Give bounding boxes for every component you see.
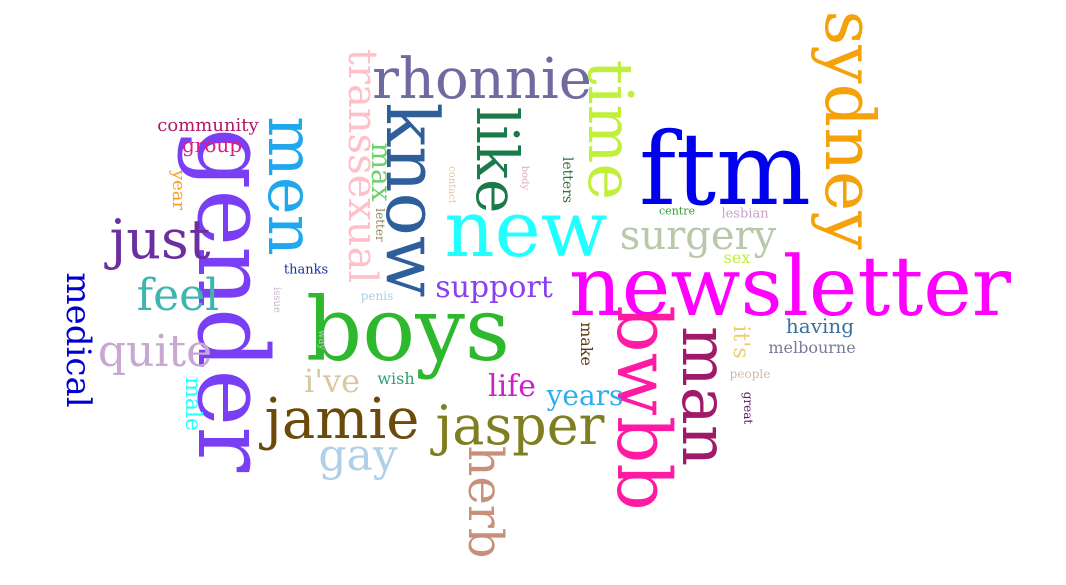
word-life: life: [487, 369, 537, 404]
word-great: great: [741, 391, 755, 425]
word-sydney: sydney: [809, 10, 888, 250]
word-having: having: [785, 314, 855, 338]
word-centre: centre: [659, 204, 695, 218]
word-surgery: surgery: [619, 213, 777, 259]
word-support: support: [435, 270, 553, 305]
word-lesbian: lesbian: [721, 206, 769, 222]
word-body: body: [519, 165, 530, 191]
word-sex: sex: [723, 248, 751, 267]
word-boys: boys: [305, 278, 511, 381]
word-just: just: [109, 208, 211, 271]
word-melbourne: melbourne: [768, 338, 856, 357]
word-its: it's: [728, 325, 753, 359]
word-newsletter: newsletter: [569, 240, 1011, 335]
word-penis: penis: [360, 289, 394, 303]
word-jamie: jamie: [264, 387, 420, 452]
word-year: year: [168, 169, 189, 211]
word-make: make: [577, 322, 596, 366]
word-ive: i've: [303, 362, 361, 400]
word-feel: feel: [136, 270, 220, 321]
word-herb: herb: [457, 445, 513, 559]
word-letters: letters: [559, 156, 575, 204]
word-group: group: [181, 133, 243, 157]
word-community: community: [157, 115, 259, 136]
word-new: new: [444, 185, 608, 275]
word-quite: quite: [97, 326, 213, 377]
word-years: years: [546, 379, 624, 412]
word-contact: contact: [446, 166, 457, 204]
word-men: men: [253, 116, 327, 256]
word-jasper: jasper: [435, 394, 605, 457]
word-male: male: [180, 376, 205, 432]
word-medical: medical: [58, 272, 98, 408]
word-issue: issue: [271, 287, 282, 313]
word-letter: letter: [373, 208, 387, 242]
word-max: max: [365, 142, 398, 202]
word-gay: gay: [318, 430, 398, 481]
word-ftm: ftm: [638, 111, 812, 228]
word-man: man: [667, 325, 741, 467]
word-like: like: [463, 106, 531, 214]
word-wish: wish: [377, 369, 415, 388]
word-thanks: thanks: [283, 262, 329, 278]
word-people: people: [729, 367, 771, 381]
word-time: time: [574, 59, 647, 201]
word-rhonnie: rhonnie: [372, 47, 592, 112]
word-way: way: [316, 329, 327, 351]
